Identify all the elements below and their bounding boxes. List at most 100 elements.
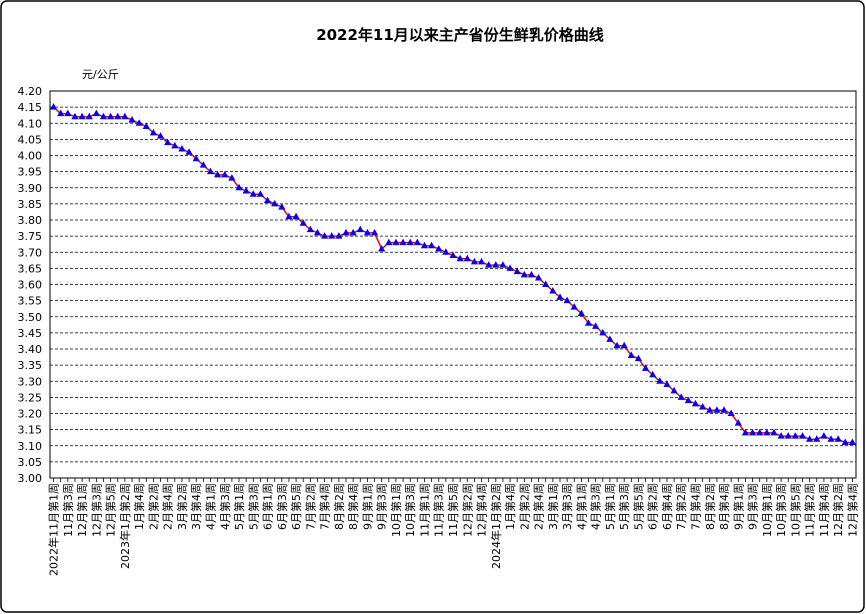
- x-tick-label: 8月第4周: [346, 483, 360, 530]
- marker: [49, 103, 58, 110]
- y-tick-label: 3.35: [18, 359, 43, 372]
- x-tick-label: 12月第5周: [104, 483, 118, 537]
- marker: [107, 112, 115, 120]
- marker: [670, 386, 678, 394]
- marker: [92, 109, 100, 117]
- x-tick-label: 12月第3周: [89, 483, 103, 537]
- marker: [192, 154, 200, 162]
- marker: [620, 341, 628, 349]
- marker: [149, 128, 158, 136]
- marker: [171, 141, 179, 149]
- marker: [356, 225, 364, 233]
- x-tick-label: 9月第3周: [746, 483, 760, 530]
- marker: [64, 109, 72, 117]
- x-tick-label: 4月第3周: [218, 483, 232, 530]
- marker: [570, 303, 578, 310]
- marker: [806, 435, 814, 442]
- marker: [684, 396, 692, 404]
- marker: [335, 232, 343, 239]
- marker: [506, 264, 514, 271]
- marker: [99, 112, 108, 120]
- marker: [428, 241, 436, 249]
- marker: [606, 335, 614, 342]
- marker: [285, 212, 293, 220]
- marker: [235, 183, 243, 191]
- marker: [613, 341, 621, 349]
- marker: [691, 399, 700, 407]
- marker: [228, 174, 236, 181]
- x-tick-label: 7月第2周: [303, 483, 317, 530]
- marker: [114, 112, 122, 120]
- y-tick-label: 4.20: [18, 85, 43, 98]
- x-tick-label: 5月第3周: [246, 483, 260, 530]
- x-tick-label: 12月第4周: [845, 483, 859, 537]
- y-tick-label: 3.45: [18, 327, 43, 340]
- x-tick-label: 2022年11月第1周: [47, 483, 61, 576]
- x-tick-label: 6月第1周: [261, 483, 275, 530]
- y-unit: 元/公斤: [82, 68, 119, 81]
- marker: [813, 435, 821, 442]
- x-tick-label: 10月第1周: [760, 483, 774, 537]
- y-tick-label: 3.30: [18, 375, 43, 388]
- marker: [677, 393, 685, 400]
- x-tick-label: 10月第3周: [774, 483, 788, 537]
- marker: [135, 119, 143, 126]
- y-tick-label: 3.10: [18, 440, 43, 453]
- marker: [492, 261, 500, 268]
- marker: [406, 238, 414, 246]
- x-tick-label: 11月第1周: [417, 483, 431, 537]
- marker: [242, 186, 250, 194]
- y-tick-label: 4.00: [18, 150, 43, 163]
- x-tick-label: 9月第3周: [375, 483, 389, 530]
- marker: [627, 351, 635, 358]
- y-tick-label: 3.75: [18, 230, 43, 243]
- x-tick-label: 2月第2周: [146, 483, 160, 530]
- marker: [249, 190, 257, 197]
- marker: [820, 432, 828, 439]
- x-tick-label: 8月第4周: [717, 483, 731, 530]
- marker: [477, 257, 486, 265]
- marker: [463, 254, 471, 262]
- x-tick-label: 8月第2周: [332, 483, 346, 530]
- y-tick-label: 3.60: [18, 279, 43, 292]
- y-tick-label: 3.20: [18, 408, 43, 421]
- x-tick-label: 2023年1月第2周: [118, 483, 132, 569]
- marker: [485, 261, 493, 268]
- marker: [663, 380, 671, 387]
- x-tick-label: 11月第2周: [803, 483, 817, 537]
- marker: [435, 245, 443, 252]
- x-tick-label: 9月第1周: [731, 483, 745, 530]
- marker: [756, 428, 764, 436]
- marker: [71, 112, 79, 120]
- marker: [85, 112, 93, 120]
- y-tick-label: 3.65: [18, 262, 43, 275]
- marker: [363, 228, 372, 236]
- marker: [649, 370, 657, 378]
- y-tick-label: 3.25: [18, 391, 43, 404]
- marker: [378, 245, 386, 252]
- marker: [214, 170, 222, 178]
- x-tick-label: 6月第2周: [646, 483, 660, 530]
- x-tick-label: 2月第4周: [532, 483, 546, 530]
- y-tick-label: 3.90: [18, 182, 43, 195]
- marker: [841, 438, 849, 446]
- y-tick-label: 3.85: [18, 198, 43, 211]
- y-tick-label: 3.95: [18, 166, 43, 179]
- marker: [798, 432, 807, 439]
- marker: [556, 293, 564, 300]
- marker: [299, 219, 307, 226]
- marker: [848, 438, 857, 446]
- marker: [791, 432, 799, 439]
- x-tick-label: 5月第5周: [631, 483, 645, 530]
- x-tick-label: 7月第4周: [689, 483, 703, 530]
- marker: [321, 232, 329, 239]
- marker: [734, 419, 742, 426]
- y-tick-label: 4.15: [18, 101, 43, 114]
- marker: [592, 322, 600, 329]
- marker: [206, 167, 215, 175]
- marker: [121, 112, 129, 120]
- x-tick-label: 10月第5周: [788, 483, 802, 537]
- marker: [706, 406, 714, 413]
